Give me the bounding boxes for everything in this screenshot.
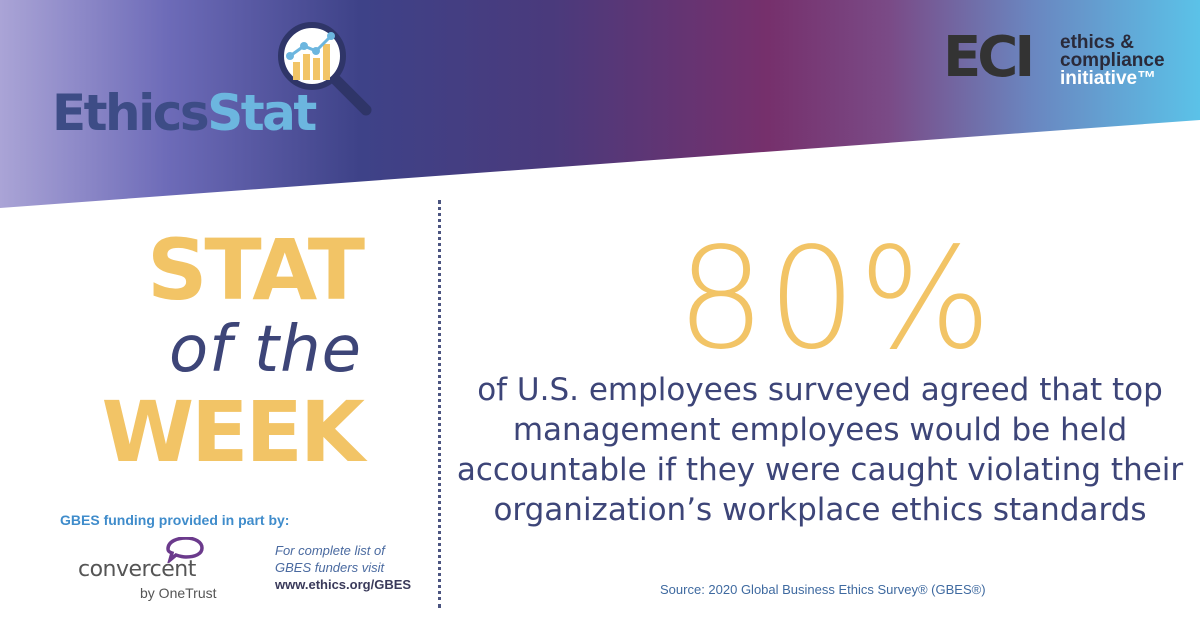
ethicsstat-wordmark-part1: Ethics — [52, 84, 210, 142]
dotted-divider — [438, 200, 441, 608]
title-stat: STAT — [146, 221, 365, 319]
stat-source: Source: 2020 Global Business Ethics Surv… — [660, 582, 986, 597]
ethicsstat-wordmark: EthicsStat — [52, 88, 317, 138]
eci-line3: initiative™ — [1060, 68, 1157, 89]
funders-line1: For complete list of — [275, 543, 385, 558]
funders-line2: GBES funders visit — [275, 560, 385, 575]
eci-line1: ethics & — [1060, 32, 1134, 53]
sponsor-name: convercent — [78, 557, 196, 582]
eci-letters: ECI — [943, 25, 1035, 90]
funding-label: GBES funding provided in part by: — [60, 512, 290, 528]
eci-line2: compliance — [1060, 50, 1165, 71]
eci-wordmark: ethics & compliance initiative™ — [1060, 32, 1165, 89]
stat-of-the-week-title: STAT of the WEEK — [101, 221, 365, 481]
title-of-the: of the — [168, 313, 362, 387]
magnifier-bar-chart-icon — [278, 22, 372, 116]
speech-bubble-icon — [166, 537, 204, 563]
stat-value: 80% — [676, 218, 994, 381]
ethicsstat-wordmark-part2: Stat — [207, 84, 317, 142]
funders-url-link[interactable]: www.ethics.org/GBES — [275, 577, 412, 592]
stat-description: of U.S. employees surveyed agreed that t… — [456, 372, 1184, 528]
funders-note: For complete list of GBES funders visit … — [275, 542, 411, 593]
title-week: WEEK — [101, 383, 365, 481]
sponsor-byline: by OneTrust — [140, 585, 217, 601]
